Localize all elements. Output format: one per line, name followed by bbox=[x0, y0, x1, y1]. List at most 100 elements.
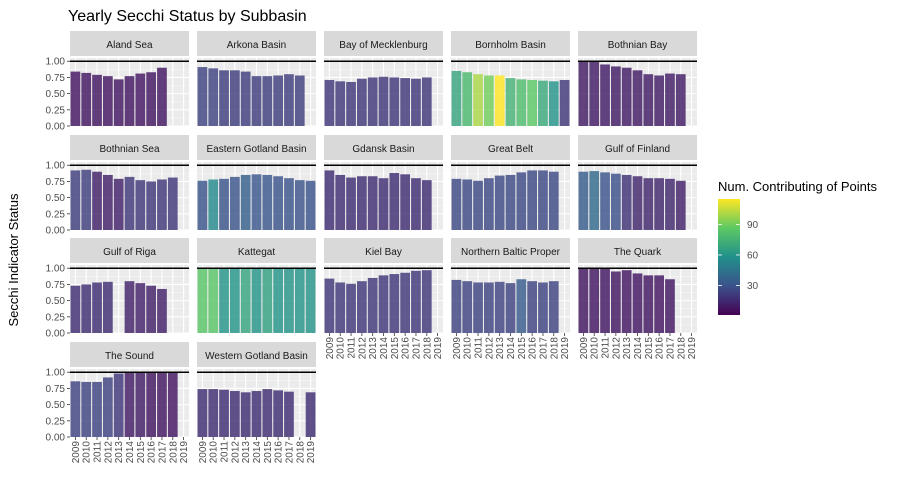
bar bbox=[632, 70, 643, 126]
x-tick-label: 2019 bbox=[687, 337, 698, 360]
facet-strip bbox=[70, 342, 189, 367]
bar bbox=[219, 178, 229, 230]
facet-strip-label: Bornholm Basin bbox=[475, 40, 546, 51]
facet-panel: Gulf of Riga 0.00 0.25 0.50 0.75 1.00 bbox=[46, 238, 189, 340]
bar bbox=[665, 178, 675, 230]
x-tick-label: 2009 bbox=[579, 337, 590, 360]
x-tick-label: 2017 bbox=[284, 441, 295, 464]
y-axis-title: Secchi Indicator Status bbox=[6, 193, 21, 326]
bar bbox=[483, 178, 494, 230]
x-tick-label: 2016 bbox=[401, 337, 412, 360]
legend-colorbar bbox=[718, 199, 740, 315]
bar bbox=[70, 285, 81, 333]
bar bbox=[516, 279, 527, 333]
bar bbox=[70, 381, 81, 437]
y-tick-label: 0.50 bbox=[46, 296, 66, 307]
bar bbox=[157, 179, 167, 230]
bar bbox=[240, 268, 251, 333]
x-tick-label: 2019 bbox=[560, 337, 571, 360]
bar bbox=[305, 180, 316, 230]
bar bbox=[113, 373, 124, 437]
x-tick-label: 2016 bbox=[655, 337, 666, 360]
legend-title: Num. Contributing of Points bbox=[718, 179, 877, 194]
bar bbox=[516, 172, 527, 230]
bar bbox=[378, 76, 389, 126]
bar bbox=[389, 274, 400, 333]
bar bbox=[219, 268, 229, 333]
facet-strip-label: The Sound bbox=[105, 351, 154, 362]
bar bbox=[643, 178, 654, 230]
bar bbox=[135, 372, 146, 437]
facet-panel: Gdansk Basin bbox=[324, 135, 443, 231]
bar bbox=[335, 282, 346, 333]
bar bbox=[197, 180, 208, 230]
bar bbox=[262, 174, 273, 230]
bar bbox=[548, 171, 559, 230]
x-tick-label: 2014 bbox=[379, 337, 390, 360]
facet-strip-label: Gulf of Finland bbox=[605, 144, 670, 155]
bar bbox=[462, 281, 473, 333]
x-tick-label: 2012 bbox=[484, 337, 495, 360]
x-tick-label: 2011 bbox=[601, 337, 612, 359]
x-tick-label: 2014 bbox=[252, 441, 263, 464]
x-tick-label: 2015 bbox=[263, 441, 274, 464]
facet-panel: Aland Sea 0.00 0.25 0.50 0.75 1.00 bbox=[46, 31, 189, 133]
bar bbox=[632, 176, 643, 230]
facet-grid: Aland Sea 0.00 0.25 0.50 0.75 1.00 Arkona Basi… bbox=[46, 31, 698, 464]
x-tick-label: 2013 bbox=[114, 441, 125, 464]
bar bbox=[197, 389, 208, 437]
bar bbox=[654, 275, 665, 333]
bar bbox=[621, 174, 632, 230]
x-tick-label: 2009 bbox=[325, 337, 336, 360]
color-legend: Num. Contributing of Points 30 60 90 bbox=[718, 179, 877, 315]
x-tick-label: 2014 bbox=[125, 441, 136, 464]
y-tick-label: 0.50 bbox=[46, 193, 66, 204]
facet-panel: Gulf of Finland bbox=[578, 135, 697, 231]
bar bbox=[473, 282, 483, 333]
bar bbox=[600, 172, 610, 230]
bar bbox=[632, 273, 643, 333]
y-tick-label: 0.25 bbox=[46, 416, 66, 427]
bar bbox=[102, 76, 113, 126]
x-tick-label: 2014 bbox=[506, 337, 517, 360]
bar bbox=[262, 389, 273, 437]
x-tick-label: 2019 bbox=[433, 337, 444, 360]
facet-strip-label: Bay of Mecklenburg bbox=[339, 40, 427, 51]
bar bbox=[229, 391, 240, 437]
bar bbox=[251, 76, 262, 126]
x-tick-label: 2016 bbox=[147, 441, 158, 464]
bar bbox=[411, 78, 421, 126]
x-tick-label: 2011 bbox=[347, 337, 358, 359]
x-tick-label: 2018 bbox=[295, 441, 306, 464]
x-tick-label: 2009 bbox=[198, 441, 209, 464]
bar bbox=[146, 181, 157, 230]
bar bbox=[473, 180, 483, 230]
bar bbox=[229, 176, 240, 230]
facet-strip bbox=[197, 31, 316, 56]
y-tick-label: 1.00 bbox=[46, 368, 66, 379]
bar bbox=[527, 170, 538, 230]
bar bbox=[113, 178, 124, 230]
x-tick-label: 2017 bbox=[665, 337, 676, 360]
bar bbox=[610, 173, 621, 230]
bar bbox=[367, 176, 378, 230]
bar bbox=[167, 372, 178, 437]
bar bbox=[451, 178, 462, 230]
bar bbox=[494, 281, 505, 333]
bar bbox=[578, 61, 589, 126]
facet-strip bbox=[197, 135, 316, 160]
bar bbox=[146, 372, 157, 437]
x-tick-label: 2011 bbox=[93, 441, 104, 463]
facet-strip bbox=[70, 135, 189, 160]
bar bbox=[273, 268, 284, 333]
bar bbox=[92, 171, 102, 230]
bar bbox=[284, 268, 294, 333]
y-tick-label: 0.00 bbox=[46, 122, 66, 133]
x-tick-label: 2014 bbox=[633, 337, 644, 360]
facet-strip-label: Great Belt bbox=[488, 144, 533, 155]
bar bbox=[284, 74, 294, 126]
x-tick-label: 2018 bbox=[168, 441, 179, 464]
bar bbox=[70, 170, 81, 230]
bar bbox=[589, 61, 600, 126]
x-tick-label: 2019 bbox=[306, 441, 317, 464]
